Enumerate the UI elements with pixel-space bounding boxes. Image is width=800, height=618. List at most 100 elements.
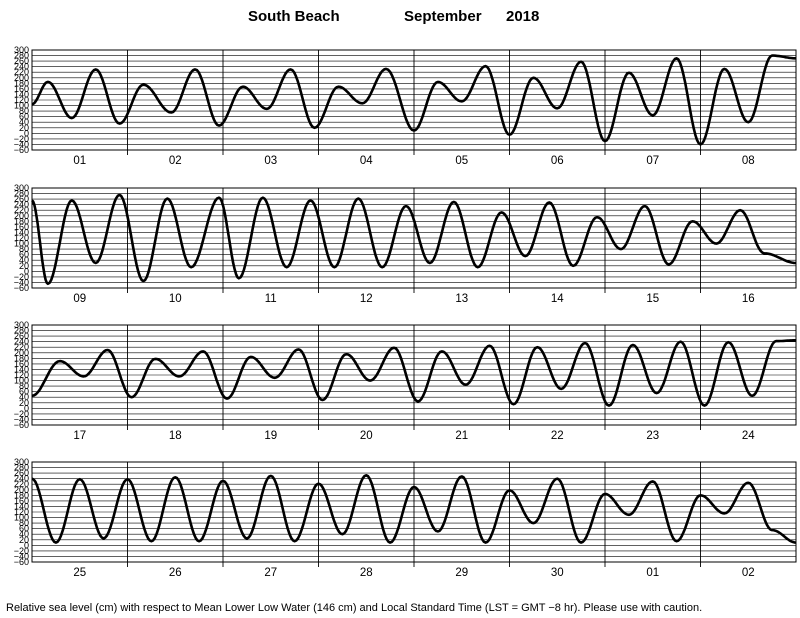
title-station: South Beach <box>248 8 340 25</box>
y-tick-label: 200 <box>14 73 29 83</box>
y-tick-label: 180 <box>14 78 29 88</box>
y-tick-label: 40 <box>19 117 29 127</box>
day-label: 22 <box>551 430 564 442</box>
day-label: 09 <box>73 293 86 305</box>
day-label: 02 <box>742 567 755 579</box>
title-year: 2018 <box>506 8 539 25</box>
y-tick-label: 120 <box>14 233 29 243</box>
y-tick-label: 240 <box>14 474 29 484</box>
day-label: 28 <box>360 567 373 579</box>
tide-series-line <box>31 474 797 544</box>
footnote: Relative sea level (cm) with respect to … <box>6 602 702 614</box>
day-label: 06 <box>551 155 564 167</box>
y-tick-label: 280 <box>14 189 29 199</box>
y-tick-label: 100 <box>14 239 29 249</box>
day-label: 04 <box>360 155 373 167</box>
y-tick-label: 0 <box>24 403 29 413</box>
y-tick-label: 240 <box>14 337 29 347</box>
y-tick-label: 260 <box>14 194 29 204</box>
y-tick-label: 160 <box>14 496 29 506</box>
y-tick-label: 60 <box>19 524 29 534</box>
y-tick-label: 200 <box>14 211 29 221</box>
chart-title: South Beach September 2018 <box>248 8 539 25</box>
y-tick-label: 240 <box>14 200 29 210</box>
y-tick-label: −20 <box>14 546 29 556</box>
y-tick-label: 160 <box>14 84 29 94</box>
y-tick-label: 140 <box>14 501 29 511</box>
day-label: 19 <box>264 430 277 442</box>
day-label: 03 <box>264 155 277 167</box>
y-tick-label: 80 <box>19 518 29 528</box>
y-tick-label: 0 <box>24 266 29 276</box>
y-tick-label: 20 <box>19 261 29 271</box>
y-tick-label: 300 <box>14 320 29 330</box>
y-tick-label: 160 <box>14 359 29 369</box>
y-tick-label: 280 <box>14 463 29 473</box>
day-label: 30 <box>551 567 564 579</box>
day-label: 21 <box>455 430 468 442</box>
day-label: 02 <box>169 155 182 167</box>
tide-series-line <box>31 54 796 146</box>
y-tick-label: 140 <box>14 364 29 374</box>
day-label: 29 <box>455 567 468 579</box>
y-tick-label: 200 <box>14 348 29 358</box>
y-tick-label: 20 <box>19 535 29 545</box>
y-tick-label: 260 <box>14 468 29 478</box>
day-label: 17 <box>73 430 86 442</box>
day-label: 16 <box>742 293 755 305</box>
y-tick-label: −60 <box>14 283 29 293</box>
y-tick-label: 200 <box>14 485 29 495</box>
day-label: 26 <box>169 567 182 579</box>
y-tick-label: 300 <box>14 457 29 467</box>
y-tick-label: 280 <box>14 326 29 336</box>
y-tick-label: 60 <box>19 250 29 260</box>
y-tick-label: 0 <box>24 540 29 550</box>
y-tick-label: −20 <box>14 409 29 419</box>
y-tick-label: −40 <box>14 414 29 424</box>
tide-series-line <box>31 193 797 286</box>
y-tick-label: 220 <box>14 205 29 215</box>
y-tick-label: 40 <box>19 529 29 539</box>
y-tick-label: 180 <box>14 490 29 500</box>
y-tick-label: 300 <box>14 45 29 55</box>
y-tick-label: 120 <box>14 507 29 517</box>
y-tick-label: 220 <box>14 67 29 77</box>
panel-1: 3002802602402202001801601401201008060402… <box>14 45 797 167</box>
day-label: 11 <box>265 293 277 305</box>
y-tick-label: 20 <box>19 123 29 133</box>
panel-3: 3002802602402202001801601401201008060402… <box>14 320 797 442</box>
y-tick-label: 60 <box>19 387 29 397</box>
y-tick-label: 20 <box>19 398 29 408</box>
y-tick-label: 220 <box>14 479 29 489</box>
day-label: 01 <box>646 567 659 579</box>
y-tick-label: 100 <box>14 376 29 386</box>
y-tick-label: 100 <box>14 101 29 111</box>
y-tick-label: 80 <box>19 106 29 116</box>
y-tick-label: 120 <box>14 95 29 105</box>
y-tick-label: 0 <box>24 128 29 138</box>
day-label: 25 <box>73 567 86 579</box>
day-label: 15 <box>646 293 659 305</box>
panel-frame <box>31 187 797 289</box>
tide-series-line <box>31 339 796 407</box>
day-label: 20 <box>360 430 373 442</box>
day-label: 12 <box>360 293 373 305</box>
y-tick-label: 120 <box>14 370 29 380</box>
y-tick-label: 80 <box>19 244 29 254</box>
day-label: 13 <box>455 293 468 305</box>
panel-4: 3002802602402202001801601401201008060402… <box>14 457 797 579</box>
y-tick-label: 40 <box>19 392 29 402</box>
panels: 3002802602402202001801601401201008060402… <box>14 45 797 579</box>
y-tick-label: 260 <box>14 331 29 341</box>
y-tick-label: 60 <box>19 112 29 122</box>
day-label: 14 <box>551 293 564 305</box>
title-month: September <box>404 8 482 25</box>
y-tick-label: 140 <box>14 89 29 99</box>
y-tick-label: −60 <box>14 420 29 430</box>
day-label: 01 <box>73 155 86 167</box>
y-tick-label: 240 <box>14 62 29 72</box>
panel-frame <box>31 49 797 151</box>
y-tick-label: −40 <box>14 551 29 561</box>
day-label: 07 <box>646 155 659 167</box>
